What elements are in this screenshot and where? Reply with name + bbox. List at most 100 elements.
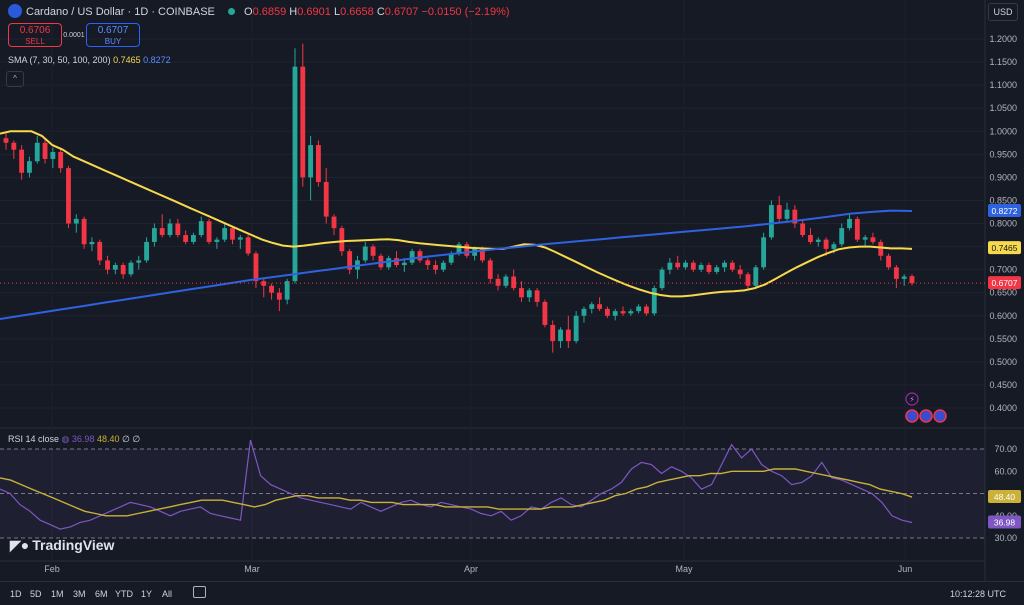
candle-body: [909, 276, 915, 284]
tradingview-watermark: ◤● TradingView: [10, 537, 115, 553]
candle-body: [675, 262, 681, 268]
price-tick-label: 0.9000: [989, 172, 1017, 182]
price-tick-label: 0.6000: [989, 311, 1017, 321]
buy-button[interactable]: 0.6707 BUY: [86, 23, 140, 47]
candle-body: [776, 205, 782, 219]
timeframe-1d[interactable]: 1D: [10, 589, 22, 599]
candle-body: [214, 239, 220, 242]
timeframe-1m[interactable]: 1M: [51, 589, 64, 599]
candle-body: [667, 262, 673, 270]
calendar-icon[interactable]: [193, 586, 206, 598]
candle-body: [34, 142, 40, 162]
candle-body: [81, 218, 87, 245]
time-tick-label: Jun: [898, 564, 913, 574]
candle-body: [815, 239, 821, 242]
candle-body: [58, 152, 64, 169]
candle-body: [425, 260, 431, 266]
candle-body: [66, 168, 71, 224]
time-tick-label: May: [675, 564, 693, 574]
candle-body: [394, 258, 399, 266]
candle-body: [230, 228, 235, 240]
candle-body: [370, 246, 376, 256]
candle-body: [480, 248, 485, 261]
candle-body: [237, 237, 243, 240]
candle-body: [97, 241, 103, 261]
rsi-tick-label: 30.00: [994, 533, 1017, 543]
timeframe-6m[interactable]: 6M: [95, 589, 108, 599]
candle-body: [253, 253, 259, 282]
price-tick-label: 0.4000: [989, 403, 1017, 413]
candle-body: [144, 241, 150, 261]
time-tick-label: Feb: [44, 564, 60, 574]
candle-body: [604, 308, 610, 316]
sma-legend[interactable]: SMA (7, 30, 50, 100, 200) 0.7465 0.8272: [8, 55, 171, 65]
candle-body: [729, 262, 735, 270]
candle-body: [761, 237, 767, 268]
lightning-glyph: ⚡: [909, 395, 915, 404]
candle-body: [440, 262, 446, 270]
candle-body: [269, 285, 274, 293]
candle-body: [315, 145, 321, 182]
candle-body: [308, 145, 314, 178]
candle-body: [659, 269, 665, 289]
timeframe-ytd[interactable]: YTD: [115, 589, 133, 599]
currency-button[interactable]: USD: [988, 3, 1018, 21]
candle-body: [73, 218, 79, 224]
candle-body: [347, 251, 353, 270]
candle-body: [3, 138, 9, 143]
candle-body: [651, 288, 657, 314]
price-tick-label: 0.7000: [989, 265, 1017, 275]
sma-short-price-tag-bg: [988, 241, 1021, 255]
candle-body: [612, 311, 618, 316]
candle-body: [386, 258, 392, 268]
collapse-legend-button[interactable]: ^: [6, 71, 24, 87]
price-tick-label: 1.1500: [989, 57, 1017, 67]
sma-short-price-tag: 0.7465: [992, 243, 1018, 253]
timeframe-5d[interactable]: 5D: [30, 589, 42, 599]
candle-body: [151, 228, 157, 242]
timeframe-1y[interactable]: 1Y: [141, 589, 153, 599]
candle-body: [589, 304, 595, 309]
time-tick-label: Mar: [244, 564, 260, 574]
candle-body: [300, 66, 306, 178]
timeframe-all[interactable]: All: [162, 589, 173, 599]
price-tick-label: 1.0000: [989, 126, 1017, 136]
rsi-ma-tag: 48.40: [994, 492, 1016, 502]
candle-body: [120, 265, 126, 275]
candle-body: [183, 235, 189, 242]
candle-body: [558, 329, 563, 342]
candle-body: [448, 253, 454, 263]
candle-body: [831, 244, 837, 249]
candle-body: [706, 265, 712, 272]
us-flag-icon: [919, 409, 933, 423]
candle-body: [362, 246, 368, 261]
candle-body: [878, 241, 884, 256]
candle-body: [690, 262, 696, 270]
candle-body: [11, 142, 17, 150]
candle-body: [495, 278, 501, 286]
rsi-legend[interactable]: RSI 14 close ◍ 36.98 48.40 ∅ ∅: [8, 434, 141, 444]
price-tick-label: 0.6500: [989, 288, 1017, 298]
candle-body: [800, 223, 806, 236]
symbol-title[interactable]: Cardano / US Dollar · 1D · COINBASE: [26, 6, 215, 18]
candle-body: [487, 260, 493, 279]
utc-clock[interactable]: 10:12:28 UTC: [950, 589, 1007, 599]
timeframe-3m[interactable]: 3M: [73, 589, 86, 599]
cardano-icon: [8, 4, 22, 18]
candle-body: [433, 265, 438, 270]
candle-body: [191, 235, 196, 242]
candle-body: [722, 262, 727, 268]
price-tick-label: 1.2000: [989, 34, 1017, 44]
tradingview-logo-icon: ◤●: [10, 537, 30, 553]
rsi-tick-label: 60.00: [994, 466, 1017, 476]
candle-body: [542, 301, 548, 325]
candle-body: [19, 149, 25, 173]
candle-body: [128, 262, 134, 275]
price-tick-label: 0.9500: [989, 149, 1017, 159]
chart-header: Cardano / US Dollar · 1D · COINBASE O0.6…: [8, 4, 510, 18]
sell-button[interactable]: 0.6706 SELL: [8, 23, 62, 47]
us-flag-icon: [905, 409, 919, 423]
candle-body: [792, 209, 798, 224]
candle-body: [222, 228, 228, 240]
